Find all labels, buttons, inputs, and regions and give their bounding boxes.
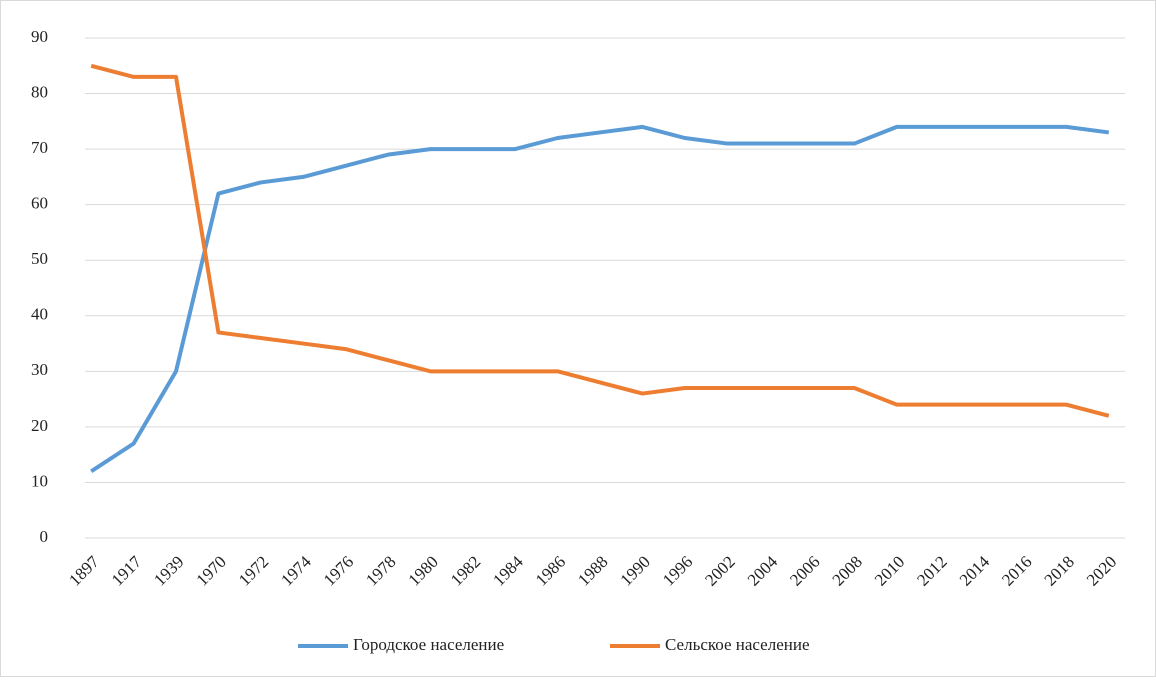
y-tick-label: 50 — [31, 249, 48, 268]
y-tick-label: 40 — [31, 305, 48, 324]
y-tick-label: 90 — [31, 27, 48, 46]
line-series — [90, 124, 1110, 474]
legend-label: Сельское население — [665, 635, 809, 654]
y-tick-label: 60 — [31, 194, 48, 213]
legend-label: Городское население — [353, 635, 504, 654]
y-tick-label: 70 — [31, 138, 48, 157]
line-series — [90, 63, 1110, 418]
y-tick-label: 30 — [31, 360, 48, 379]
y-tick-label: 20 — [31, 416, 48, 435]
y-tick-label: 0 — [40, 527, 49, 546]
y-tick-label: 80 — [31, 82, 48, 101]
y-tick-label: 10 — [31, 471, 48, 490]
